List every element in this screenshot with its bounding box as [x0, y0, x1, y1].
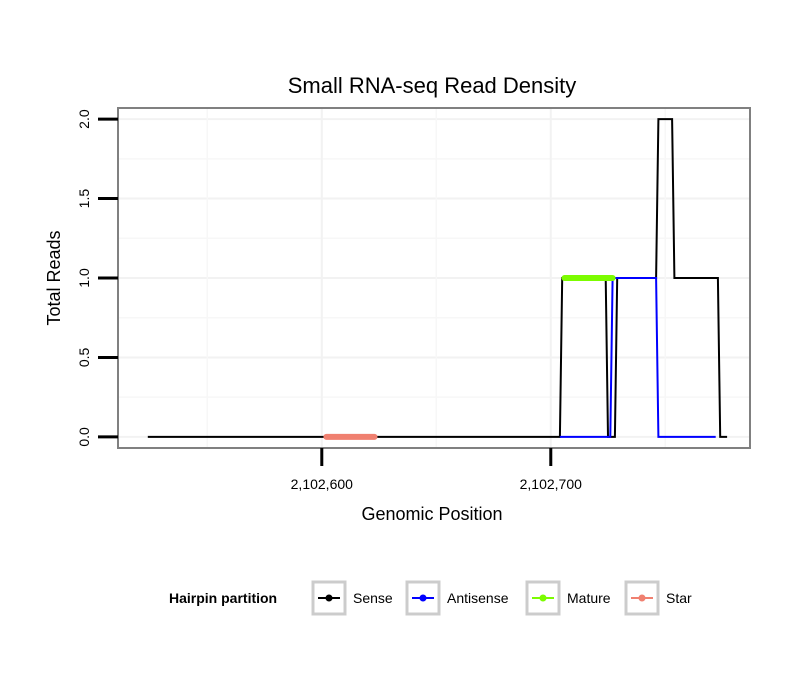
- legend-label: Star: [666, 590, 692, 606]
- legend-key-point: [325, 594, 333, 602]
- legend-key: [525, 580, 561, 616]
- x-tick-label: 2,102,700: [520, 476, 582, 492]
- legend-label: Antisense: [447, 590, 509, 606]
- x-axis-title: Genomic Position: [361, 504, 502, 524]
- series-line-antisense: [559, 277, 716, 438]
- x-axis: 2,102,600 2,102,700: [291, 448, 582, 492]
- legend: Hairpin partition Sense Antisense Mature St…: [169, 580, 692, 616]
- legend-item-star: Star: [624, 580, 692, 616]
- y-axis-title: Total Reads: [44, 230, 64, 325]
- legend-item-sense: Sense: [311, 580, 393, 616]
- y-tick-label: 0.0: [76, 427, 92, 447]
- y-tick-label: 1.0: [76, 268, 92, 288]
- legend-label: Mature: [567, 590, 611, 606]
- legend-item-antisense: Antisense: [405, 580, 509, 616]
- legend-item-mature: Mature: [525, 580, 611, 616]
- legend-key-point: [638, 594, 646, 602]
- legend-key-point: [539, 594, 547, 602]
- legend-label: Sense: [353, 590, 393, 606]
- legend-title: Hairpin partition: [169, 590, 277, 606]
- y-axis: 0.0 0.5 1.0 1.5 2.0: [76, 109, 118, 447]
- y-tick-label: 0.5: [76, 347, 92, 367]
- y-tick-label: 2.0: [76, 109, 92, 129]
- legend-key-point: [419, 594, 427, 602]
- chart-title: Small RNA-seq Read Density: [288, 73, 577, 98]
- x-tick-label: 2,102,600: [291, 476, 353, 492]
- y-tick-label: 1.5: [76, 189, 92, 209]
- series-layer: [147, 118, 728, 440]
- grid: [118, 108, 750, 448]
